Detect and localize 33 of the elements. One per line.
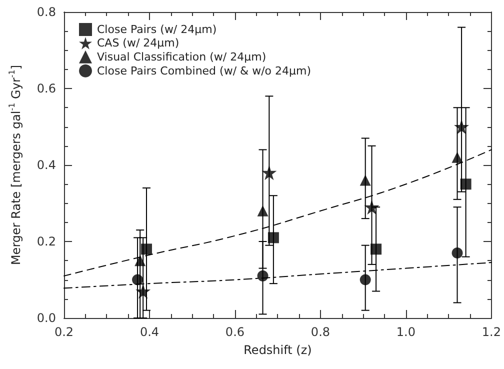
legend-label: Visual Classification (w/ 24μm)	[97, 50, 266, 64]
x-tick-label: 1.2	[482, 325, 502, 339]
x-tick-label: 1.0	[396, 325, 416, 339]
x-tick-label: 0.8	[310, 325, 330, 339]
point	[136, 284, 151, 299]
y-tick-label: 0.2	[36, 234, 56, 248]
y-tick-label: 0.0	[36, 311, 56, 325]
point	[360, 174, 371, 186]
x-tick-label: 0.6	[225, 325, 245, 339]
y-tick-label: 0.8	[36, 5, 56, 19]
point	[141, 244, 152, 255]
x-tick-label: 0.4	[140, 325, 160, 339]
x-axis-title: Redshift (z)	[244, 343, 312, 357]
point	[370, 244, 382, 255]
point	[134, 255, 146, 266]
point	[360, 274, 371, 286]
point	[257, 270, 268, 282]
point	[454, 119, 470, 134]
legend-label: Close Pairs (w/ 24μm)	[97, 23, 217, 36]
x-tick-label: 0.2	[54, 325, 74, 339]
y-tick-label: 0.6	[36, 82, 56, 96]
point	[268, 232, 279, 244]
legend-label: CAS (w/ 24μm)	[97, 36, 180, 50]
point	[262, 165, 277, 180]
point	[364, 200, 380, 215]
y-tick-label: 0.4	[36, 158, 56, 172]
point	[257, 205, 268, 216]
point	[460, 178, 472, 190]
point	[452, 152, 463, 163]
legend-label: Close Pairs Combined (w/ & w/o 24μm)	[97, 64, 312, 78]
point	[452, 247, 463, 258]
y-axis-title: Merger Rate [mergers gal-1 Gyr-1]	[8, 64, 23, 266]
point	[132, 274, 144, 286]
